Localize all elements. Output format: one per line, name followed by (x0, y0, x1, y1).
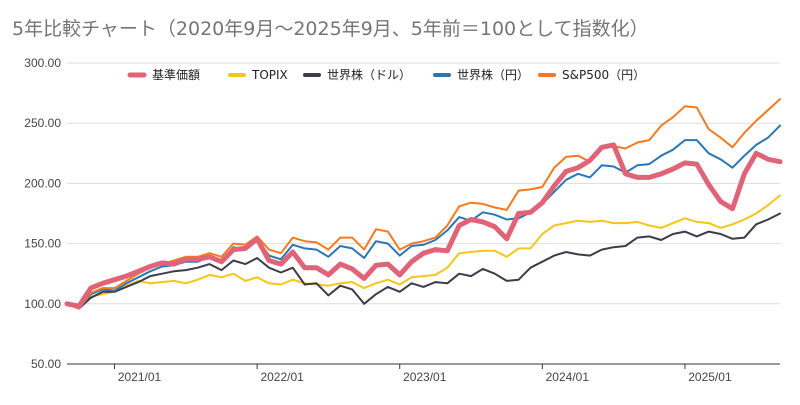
series-line-1 (66, 194, 781, 309)
series-line-2 (66, 212, 781, 310)
y-tick-label: 200.00 (24, 176, 61, 190)
x-axis-ticks: 2021/01 2022/01 2023/01 2024/01 2025/01 (114, 364, 732, 384)
x-tick-label: 2021/01 (118, 370, 162, 384)
y-tick-label: 50.00 (31, 357, 61, 371)
x-tick-label: 2023/01 (403, 370, 447, 384)
y-tick-label: 100.00 (24, 297, 61, 311)
y-tick-label: 150.00 (24, 237, 61, 251)
series-line-4 (66, 98, 781, 310)
x-tick-label: 2022/01 (260, 370, 304, 384)
y-axis-ticks: 50.00 100.00 150.00 200.00 250.00 300.00 (24, 56, 61, 371)
chart-title: 5年比較チャート（2020年9月〜2025年9月、5年前＝100として指数化） (12, 18, 649, 40)
legend-label: 世界株（ドル） (327, 67, 411, 82)
x-tick-label: 2024/01 (546, 370, 590, 384)
legend: 基準価額 TOPIX 世界株（ドル） 世界株（円） S&P500（円） (127, 67, 645, 82)
y-tick-label: 250.00 (24, 116, 61, 130)
legend-label: S&P500（円） (562, 68, 645, 82)
grid-lines (67, 62, 780, 365)
y-tick-label: 300.00 (24, 56, 61, 70)
legend-label: 基準価額 (152, 67, 200, 82)
series-line-0 (64, 142, 783, 309)
series-lines (64, 98, 783, 310)
legend-label: 世界株（円） (457, 67, 529, 82)
x-tick-label: 2025/01 (688, 370, 732, 384)
legend-label: TOPIX (251, 68, 288, 82)
